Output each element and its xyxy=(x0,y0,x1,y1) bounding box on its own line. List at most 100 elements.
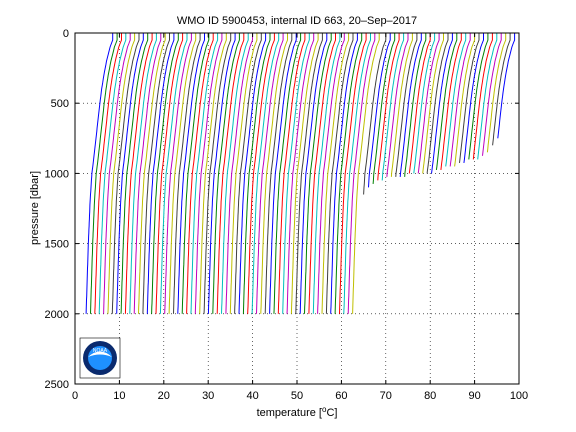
profile-line xyxy=(386,33,409,177)
profile-line xyxy=(347,33,376,314)
profile-line xyxy=(304,33,332,314)
profile-line xyxy=(334,33,363,314)
profile-line xyxy=(186,33,214,314)
profile-line xyxy=(468,33,489,160)
profile-line xyxy=(85,33,114,314)
profile-line xyxy=(395,33,418,177)
profile-line xyxy=(426,33,449,174)
profile-line xyxy=(343,33,371,314)
grid-lines xyxy=(75,33,519,384)
logo-bird xyxy=(88,351,112,357)
profile-line xyxy=(90,33,118,314)
profile-line xyxy=(225,33,253,314)
y-axis-ticks: 0 500 1000 1500 2000 2500 xyxy=(45,28,519,391)
profile-line xyxy=(492,33,511,146)
profile-line xyxy=(422,33,444,174)
profile-line xyxy=(497,33,516,139)
profile-line xyxy=(435,33,458,170)
profile-line xyxy=(368,33,391,188)
profile-line xyxy=(138,33,166,314)
profile-line xyxy=(173,33,201,314)
x-tick-label: 20 xyxy=(158,390,170,402)
y-tick-label: 1000 xyxy=(45,168,69,180)
profile-line xyxy=(477,33,498,160)
profile-line xyxy=(417,33,440,174)
profile-line xyxy=(325,33,354,314)
profile-line xyxy=(221,33,249,314)
profile-line xyxy=(404,33,427,177)
profile-line xyxy=(299,33,328,314)
profile-line xyxy=(339,33,367,314)
profile-line xyxy=(260,33,288,314)
profile-line xyxy=(277,33,306,314)
profile-lines xyxy=(85,33,516,314)
profile-line xyxy=(155,33,184,314)
profile-line xyxy=(181,33,210,314)
profile-line xyxy=(445,33,467,167)
y-axis-title: pressure [dbar] xyxy=(29,171,41,245)
profile-line xyxy=(372,33,396,184)
profile-line xyxy=(234,33,262,314)
profile-line xyxy=(363,33,387,195)
profile-line xyxy=(431,33,453,174)
x-tick-label: 80 xyxy=(424,390,436,402)
profile-line xyxy=(381,33,405,181)
x-tick-label: 40 xyxy=(246,390,258,402)
profile-line xyxy=(207,33,236,314)
profile-line xyxy=(116,33,144,314)
profile-line xyxy=(440,33,462,170)
profile-line xyxy=(247,33,275,314)
profile-line xyxy=(454,33,476,167)
x-axis-ticks: 0 10 20 30 40 50 60 70 80 90 100 xyxy=(72,33,528,402)
x-tick-label: 50 xyxy=(291,390,303,402)
profile-line xyxy=(273,33,302,314)
profile-line xyxy=(352,33,380,314)
x-tick-label: 70 xyxy=(380,390,392,402)
profile-line xyxy=(482,33,502,156)
logo-disc xyxy=(88,346,112,370)
profile-line xyxy=(129,33,157,314)
profile-line xyxy=(177,33,205,314)
profile-line xyxy=(312,33,341,314)
y-tick-label: 1500 xyxy=(45,239,69,251)
profile-line xyxy=(142,33,170,314)
profile-line xyxy=(159,33,188,314)
x-tick-label: 60 xyxy=(335,390,347,402)
profile-line xyxy=(199,33,227,314)
profile-line xyxy=(269,33,297,314)
x-tick-label: 100 xyxy=(510,390,528,402)
profile-line xyxy=(286,33,315,314)
profile-line xyxy=(229,33,258,314)
profile-line xyxy=(317,33,345,314)
y-tick-label: 500 xyxy=(51,98,69,110)
profile-line xyxy=(164,33,192,314)
profile-line xyxy=(203,33,232,314)
profile-line xyxy=(282,33,310,314)
profile-line xyxy=(264,33,293,314)
profile-line xyxy=(390,33,413,177)
y-tick-label: 2500 xyxy=(45,379,69,391)
profile-line xyxy=(146,33,175,314)
y-tick-label: 0 xyxy=(63,28,69,40)
profile-line xyxy=(120,33,149,314)
profile-line xyxy=(377,33,400,181)
profile-line xyxy=(399,33,422,177)
x-tick-label: 10 xyxy=(113,390,125,402)
profile-line xyxy=(168,33,197,314)
profile-line xyxy=(212,33,240,314)
noaa-logo-icon: NOAA xyxy=(79,337,121,379)
x-tick-label: 0 xyxy=(72,390,78,402)
profile-line xyxy=(107,33,136,314)
profile-line xyxy=(216,33,245,314)
profile-line xyxy=(242,33,271,314)
x-tick-label: 30 xyxy=(202,390,214,402)
profile-line xyxy=(124,33,153,314)
profile-line xyxy=(308,33,336,314)
x-tick-label: 90 xyxy=(468,390,480,402)
profile-line xyxy=(133,33,162,314)
logo-text: NOAA xyxy=(93,348,108,354)
profile-line xyxy=(256,33,284,314)
chart-title: WMO ID 5900453, internal ID 663, 20–Sep–… xyxy=(177,15,417,27)
